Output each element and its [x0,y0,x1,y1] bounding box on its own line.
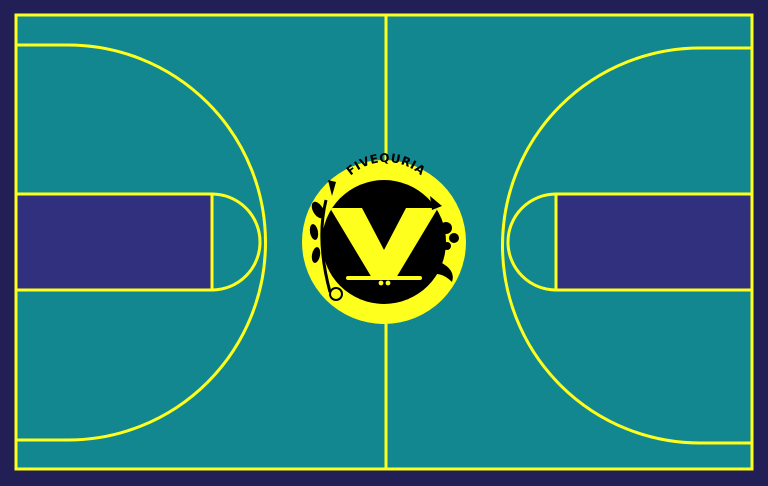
right-paint-area [554,192,754,292]
left-paint-area [14,192,214,292]
v-emblem-icon [322,208,446,286]
right-three-point-line [501,46,752,445]
laurel-crest-icon [309,180,459,301]
left-three-point-line [16,43,267,442]
logo-emblem-disc [322,180,446,304]
right-free-throw-circle [506,192,557,292]
center-logo: FIVEQURIA VENI VIDI VICI [302,151,466,324]
left-free-throw-circle [211,192,262,292]
